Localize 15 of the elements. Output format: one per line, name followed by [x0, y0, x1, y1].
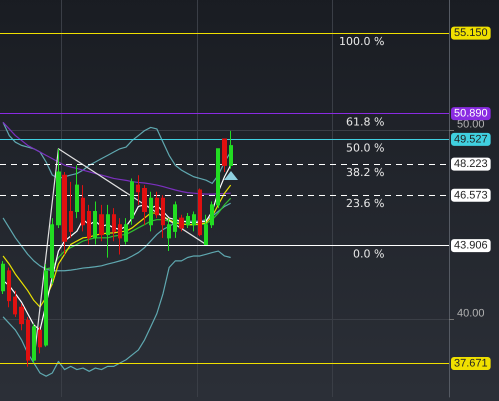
annotation: 38.2 %: [346, 166, 384, 180]
ref-line-label: 46.573: [454, 189, 488, 202]
y-tick-label: 40.00: [457, 307, 485, 320]
y-tick-label: 50.00: [457, 118, 485, 130]
ref-line-label: 48.223: [454, 158, 488, 170]
annotation: 0.0 %: [352, 248, 384, 261]
annotation: 100.0 %: [338, 35, 384, 48]
annotation: 23.6 %: [346, 197, 384, 210]
ref-line-label: 55.150: [454, 27, 488, 40]
annotation: 61.8 %: [346, 116, 384, 129]
ref-line-label: 50.890: [454, 108, 488, 120]
annotation: 50.0 %: [346, 141, 384, 154]
ref-line-label: 49.527: [454, 133, 488, 146]
ref-line-label: 43.906: [454, 240, 488, 252]
ref-line-label: 37.671: [454, 358, 488, 370]
